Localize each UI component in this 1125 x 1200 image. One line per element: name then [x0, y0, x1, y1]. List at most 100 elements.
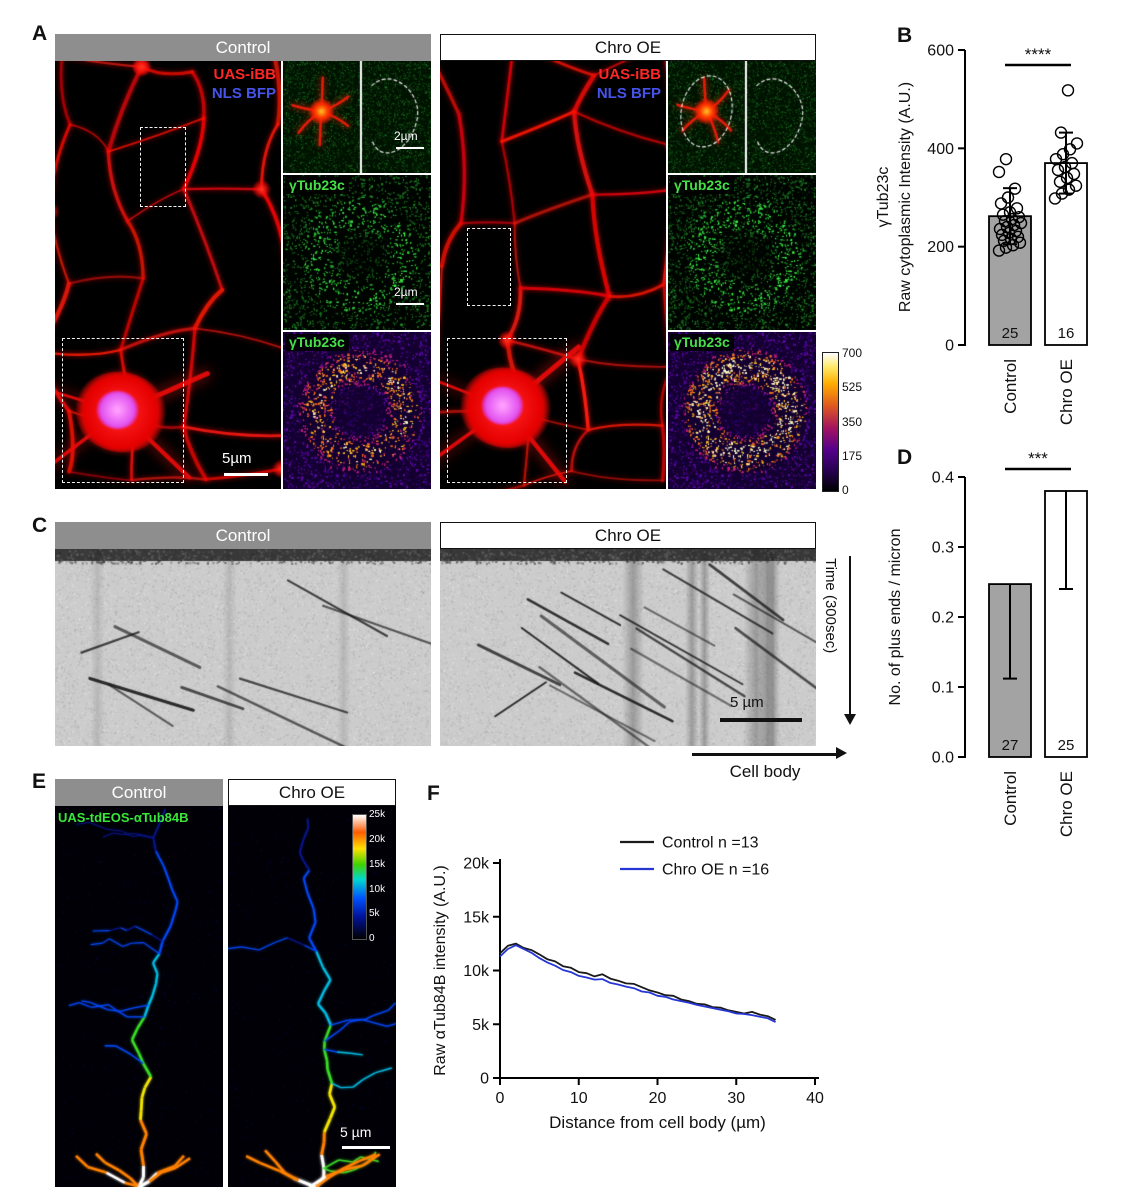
y-tick-label: 0.4 [932, 470, 954, 487]
n-label: 16 [1058, 325, 1075, 342]
data-point [992, 165, 1006, 179]
y-axis-title: γTub23c [875, 167, 892, 228]
chart-tub-intensity-profile: 0 5k 10k 15k 20k 0 10 20 30 40 Raw αTub84B intensi… [432, 835, 824, 1133]
fire-colorbar-tick-0: 0 [842, 483, 849, 497]
n-label: 25 [1002, 325, 1019, 342]
control-gtub-fire-inset-image [283, 332, 431, 489]
panelC-control-header: Control [55, 522, 431, 549]
data-point [999, 152, 1013, 166]
uas-ibb-label-chro: UAS-iBB [598, 66, 662, 83]
chro-gtub-fire-inset-image [668, 332, 816, 489]
data-point [1065, 156, 1079, 170]
gtub-label-chro-green: γTub23c [670, 177, 734, 195]
scalebar-inset1 [396, 147, 424, 149]
series-line-1 [499, 944, 776, 1023]
panelE-chro-header: Chro OE [228, 779, 396, 806]
data-point [1001, 191, 1015, 204]
y-tick-label: 400 [927, 141, 954, 158]
cellbody-arrow-head [836, 747, 847, 759]
n-label: 27 [1002, 737, 1019, 754]
y-tick-label: 200 [927, 239, 954, 256]
panel-label-a: A [32, 22, 48, 45]
roi-box-chro-small [467, 228, 511, 306]
y-tick-label: 600 [927, 43, 954, 60]
fire-colorbar [822, 352, 839, 492]
data-point [1053, 175, 1067, 188]
y-axis-title: No. of plus ends / micron [887, 529, 904, 706]
x-category-label: Chro OE [1057, 359, 1076, 425]
roi-box-control-small [140, 127, 186, 207]
panel-label-f: F [427, 782, 440, 805]
scalebar-label-inset2: 2µm [394, 285, 418, 299]
chart-gtub-intensity: 0 200 400 600 γTub23c Raw cytoplasmic Intensi… [875, 43, 1088, 425]
construct-label: UAS-tdEOS-αTub84B [58, 810, 189, 825]
rainbow-colorbar-tick-20k: 20k [369, 834, 386, 845]
cellbody-arrow-line [692, 753, 838, 756]
rainbow-colorbar [352, 814, 367, 940]
data-point [1070, 137, 1084, 150]
uas-ibb-label: UAS-iBB [213, 66, 277, 83]
time-axis-label: Time (300sec) [822, 558, 839, 654]
chart-plus-ends: 0.0 0.1 0.2 0.3 0.4 No. of plus ends / micron… [887, 449, 1088, 837]
rainbow-colorbar-tick-25k: 25k [369, 809, 386, 820]
data-point [992, 244, 1006, 257]
nls-bfp-label-chro: NLS BFP [596, 85, 661, 102]
rainbow-colorbar-tick-5k: 5k [369, 908, 380, 919]
y-tick-label: 0 [480, 1071, 489, 1088]
data-point [1058, 160, 1072, 174]
chro-kymograph-image [440, 549, 816, 746]
roi-box-control-cellbody [62, 338, 184, 483]
data-point [1054, 126, 1068, 139]
data-point [994, 197, 1008, 210]
y-tick-label: 15k [463, 909, 490, 926]
fire-colorbar-tick-175: 175 [842, 449, 863, 463]
roi-box-chro-cellbody [447, 338, 567, 483]
scalebar-neuron [342, 1146, 390, 1149]
x-tick-label: 0 [496, 1090, 505, 1107]
gtub-label-control-green: γTub23c [285, 177, 349, 195]
y-tick-label: 0.3 [932, 540, 954, 557]
legend-label: Control n =13 [662, 835, 759, 852]
control-kymograph-image [55, 549, 431, 746]
y-tick-label: 5k [472, 1017, 490, 1034]
scalebar-inset2 [396, 303, 424, 305]
panelC-chro-header: Chro OE [440, 522, 816, 549]
rainbow-colorbar-tick-0: 0 [369, 933, 375, 944]
data-point [1003, 206, 1017, 219]
nls-bfp-label: NLS BFP [211, 85, 276, 102]
y-axis-title: Raw cytoplasmic Intensity (A.U.) [897, 82, 914, 312]
n-label: 25 [1058, 737, 1075, 754]
legend-label: Chro OE n =16 [662, 862, 769, 879]
data-point [1008, 182, 1022, 195]
scalebar-label-inset1: 2µm [394, 129, 418, 143]
x-tick-label: 30 [727, 1090, 745, 1107]
chro-membrane-image [440, 61, 666, 489]
scalebar-label-neuron: 5 µm [340, 1124, 372, 1140]
panelA-control-header: Control [55, 34, 431, 61]
scalebar-label-kymo: 5 µm [730, 694, 764, 711]
control-gtub-green-inset-image [283, 175, 431, 330]
x-tick-label: 20 [649, 1090, 667, 1107]
control-uasibb-inset-image [283, 61, 431, 173]
gtub-label-control-fire: γTub23c [285, 334, 349, 352]
y-tick-label: 20k [463, 856, 490, 873]
x-tick-label: 10 [570, 1090, 588, 1107]
y-axis-title: Raw αTub84B intensity (A.U.) [432, 865, 449, 1076]
data-point [1010, 202, 1024, 215]
x-category-label: Control [1001, 359, 1020, 414]
time-arrow-line [849, 556, 851, 716]
y-tick-label: 10k [463, 963, 490, 980]
data-point [1062, 183, 1076, 196]
scalebar-kymo [720, 718, 802, 722]
x-tick-label: 40 [806, 1090, 824, 1107]
x-axis-title: Distance from cell body (µm) [549, 1113, 766, 1132]
control-membrane-image [55, 61, 281, 489]
x-category-label: Chro OE [1057, 771, 1076, 837]
y-tick-label: 0.2 [932, 610, 954, 627]
panel-label-d: D [897, 446, 913, 469]
x-category-label: Control [1001, 771, 1020, 826]
significance-stars: **** [1025, 45, 1052, 64]
scalebar-control-main [224, 473, 268, 476]
panel-label-c: C [32, 514, 48, 537]
